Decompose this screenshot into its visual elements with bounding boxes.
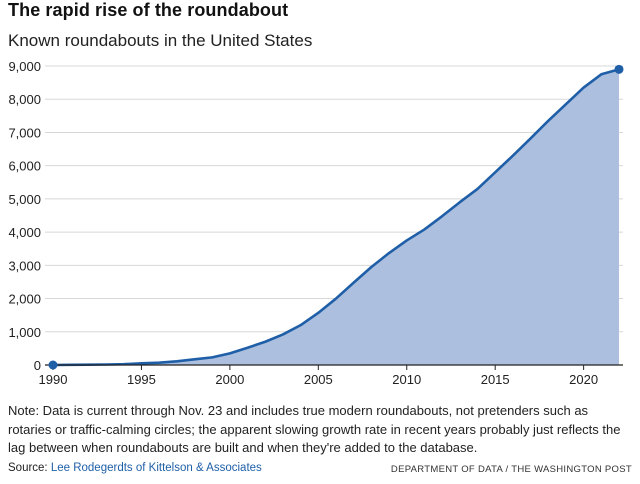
- y-tick-label: 8,000: [8, 92, 41, 107]
- chart-subtitle: Known roundabouts in the United States: [8, 31, 313, 50]
- y-tick-label: 4,000: [8, 225, 41, 240]
- y-tick-label: 9,000: [8, 59, 41, 74]
- x-tick-label: 2000: [215, 372, 244, 387]
- x-tick-label: 1995: [127, 372, 156, 387]
- y-tick-label: 3,000: [8, 258, 41, 273]
- y-tick-label: 6,000: [8, 159, 41, 174]
- y-tick-label: 0: [34, 358, 41, 373]
- source-line: Source: Lee Rodegerdts of Kittelson & As…: [8, 462, 262, 474]
- source-link[interactable]: Lee Rodegerdts of Kittelson & Associates: [50, 462, 262, 474]
- series-line: [52, 68, 620, 367]
- y-tick-label: 1,000: [8, 325, 41, 340]
- source-prefix: Source:: [8, 462, 51, 474]
- chart-title: The rapid rise of the roundabout: [8, 0, 289, 20]
- y-tick-label: 2,000: [8, 292, 41, 307]
- x-tick-label: 2005: [304, 372, 333, 387]
- credit-line: DEPARTMENT OF DATA / THE WASHINGTON POST: [390, 464, 632, 475]
- start-point-marker: [48, 360, 58, 370]
- y-tick-label: 5,000: [8, 192, 41, 207]
- x-tick-label: 2010: [392, 372, 421, 387]
- x-tick-label: 2020: [569, 372, 598, 387]
- chart-area: 0 1,000 2,000 3,000 4,000 5,000 6,000 7,000 8,00…: [8, 59, 624, 387]
- chart-note: Note: Data is current through Nov. 23 an…: [8, 403, 621, 455]
- x-tick-label: 1990: [39, 372, 68, 387]
- x-tick-label: 2015: [481, 372, 510, 387]
- series-area: [53, 69, 619, 365]
- end-point-marker: [614, 64, 624, 74]
- y-tick-label: 7,000: [8, 125, 41, 140]
